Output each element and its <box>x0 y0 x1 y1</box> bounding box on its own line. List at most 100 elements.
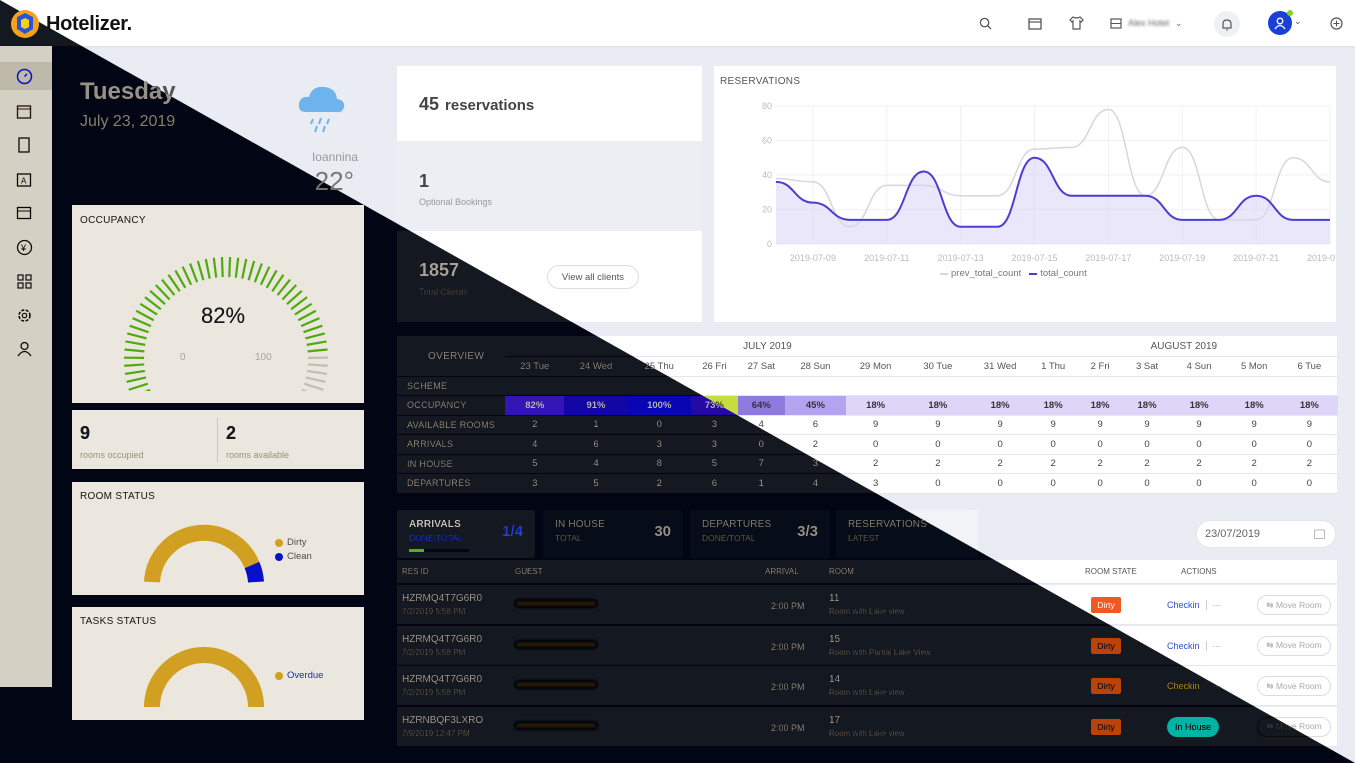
overview-cell: 0 <box>1076 473 1124 494</box>
table-row[interactable]: HZRMQ4T7G6R0 7/2/2019 5:58 PM 2:00 PM 14 Roo… <box>397 666 1337 706</box>
app-name: Hotelizer. <box>46 12 132 35</box>
avatar[interactable] <box>1268 10 1293 35</box>
overview-cell: 4 <box>737 415 785 435</box>
overview-cell: 0 <box>1280 473 1338 494</box>
add-circle-icon[interactable] <box>1327 14 1345 32</box>
room-state-badge[interactable]: Dirty <box>1091 718 1121 735</box>
series-total-area <box>776 157 1330 244</box>
checkin-button[interactable]: Checkin ··· <box>1167 600 1222 610</box>
legend-clean-label: Clean <box>287 551 312 562</box>
res-id[interactable]: HZRMQ4T7G6R0 <box>402 593 483 604</box>
header-arrival[interactable]: ARRIVAL <box>765 567 799 576</box>
overview-cell: 0 <box>846 434 906 455</box>
overview-row-label: ARRIVALS <box>397 434 506 455</box>
move-room-button[interactable]: ⇆ Move Room <box>1257 716 1331 737</box>
overview-cell: 0 <box>970 434 1030 455</box>
header-room-state: ROOM STATE <box>1085 567 1137 576</box>
brand-logo[interactable]: Hotelizer. <box>8 6 132 42</box>
day-header: 2 Fri <box>1076 356 1124 377</box>
room-description: Room with Partial Lake View <box>829 647 931 657</box>
overview-cell: 9 <box>1170 415 1228 435</box>
overview-cell: 100% <box>627 395 691 416</box>
x-tick-label: 2019-07-11 <box>864 253 909 263</box>
optional-count: 1 <box>419 171 430 191</box>
overview-cell: 3 <box>627 434 691 455</box>
grid-icon[interactable] <box>14 271 34 291</box>
view-all-clients-button[interactable]: View all clients <box>547 265 639 289</box>
building-icon <box>1110 17 1122 29</box>
res-date: 7/2/2019 5:58 PM <box>402 607 466 616</box>
checkin-button[interactable]: Checkin ··· <box>1167 681 1222 691</box>
hotel-selector[interactable]: Alex Hotel ⌄ <box>1110 15 1183 31</box>
day-header: 24 Wed <box>564 356 628 377</box>
calendar-icon[interactable] <box>14 101 34 121</box>
currency-icon[interactable]: ¥ <box>14 237 34 257</box>
move-room-button[interactable]: ⇆ Move Room <box>1257 635 1331 656</box>
overview-cell: 3 <box>690 434 738 455</box>
y-tick-label: 80 <box>762 101 772 111</box>
frontdesk-icon[interactable]: A <box>14 169 34 189</box>
bell-icon[interactable] <box>1214 11 1240 37</box>
more-actions-icon[interactable]: ··· <box>1205 640 1222 651</box>
legend-prev: prev_total_count <box>940 268 1021 279</box>
overview-cell <box>505 376 565 396</box>
day-header: 25 Thu <box>627 356 691 377</box>
search-icon[interactable] <box>976 14 994 32</box>
guest-name <box>515 721 597 729</box>
dashboard-icon[interactable] <box>14 66 34 86</box>
overview-cell: 5 <box>690 454 738 474</box>
overview-cell: 5 <box>564 473 628 494</box>
y-tick-label: 60 <box>762 136 772 146</box>
more-actions-icon[interactable]: ··· <box>1205 600 1222 610</box>
weather-city: Ioannina <box>311 150 358 164</box>
calendar-icon[interactable] <box>1026 14 1044 32</box>
tab-reservations[interactable]: RESERVATIONS LATEST <box>836 510 978 558</box>
book-icon[interactable] <box>14 135 34 155</box>
occupancy-title: OCCUPANCY <box>80 215 146 226</box>
res-date: 7/2/2019 5:58 PM <box>402 688 466 697</box>
rooms-occupied-label: rooms occupied <box>80 450 144 460</box>
weather-temperature: 22° <box>314 166 354 196</box>
room-state-badge[interactable]: Dirty <box>1091 678 1121 694</box>
table-row[interactable]: HZRMQ4T7G6R0 7/2/2019 5:58 PM 2:00 PM 15 Roo… <box>397 625 1337 666</box>
gear-icon[interactable] <box>14 305 34 325</box>
overview-cell: 0 <box>1170 434 1228 455</box>
date-filter-input[interactable]: 23/07/2019 <box>1196 520 1336 548</box>
room-state-badge[interactable]: Dirty <box>1091 637 1121 654</box>
card-icon[interactable] <box>14 203 34 223</box>
more-actions-icon[interactable]: ··· <box>1205 681 1222 691</box>
overview-cell <box>905 376 971 396</box>
overview-cell: 4 <box>784 473 846 494</box>
move-room-button[interactable]: ⇆ Move Room <box>1257 676 1331 696</box>
room-state-badge[interactable]: Dirty <box>1091 597 1121 613</box>
overview-cell: 2 <box>1227 454 1281 474</box>
header-guest: GUEST <box>515 567 543 576</box>
move-room-button[interactable]: ⇆ Move Room <box>1257 595 1331 615</box>
table-row[interactable]: HZRNBQF3LXRO 7/9/2019 12:47 PM 2:00 PM 17 Ro… <box>397 706 1337 747</box>
guest-name <box>515 600 597 607</box>
month-header: AUGUST 2019 <box>1029 338 1338 357</box>
table-row[interactable]: HZRMQ4T7G6R0 7/2/2019 5:58 PM 2:00 PM 11 Roo… <box>397 585 1337 625</box>
gauge-tick <box>247 260 256 281</box>
user-icon[interactable] <box>14 339 34 359</box>
overview-cell <box>784 376 846 396</box>
checkin-button[interactable]: In House <box>1167 716 1220 737</box>
arrival-time: 2:00 PM <box>771 722 805 733</box>
res-id[interactable]: HZRMQ4T7G6R0 <box>402 674 483 685</box>
x-tick-label: 2019-07-15 <box>1012 253 1058 263</box>
calendar-icon <box>1314 529 1325 539</box>
gauge-tick <box>126 376 147 383</box>
tab-reservations-title: RESERVATIONS <box>848 519 928 530</box>
chevron-down-icon[interactable]: ⌄ <box>1294 16 1302 26</box>
shirt-icon[interactable] <box>1067 14 1085 32</box>
tab-departures[interactable]: DEPARTURES DONE/TOTAL 3/3 <box>690 510 830 558</box>
res-id[interactable]: HZRMQ4T7G6R0 <box>402 633 483 645</box>
tab-in-house[interactable]: IN HOUSE TOTAL 30 <box>543 510 683 558</box>
header-res-id[interactable]: RES ID <box>402 567 429 576</box>
room-number: 15 <box>829 633 841 645</box>
overview-cell <box>970 376 1030 396</box>
checkin-button[interactable]: Checkin ··· <box>1167 640 1222 651</box>
tab-arrivals[interactable]: ARRIVALS DONE/TOTAL 1/4 <box>397 510 535 558</box>
res-id[interactable]: HZRNBQF3LXRO <box>402 714 484 726</box>
gauge-min-label: 0 <box>180 352 186 363</box>
